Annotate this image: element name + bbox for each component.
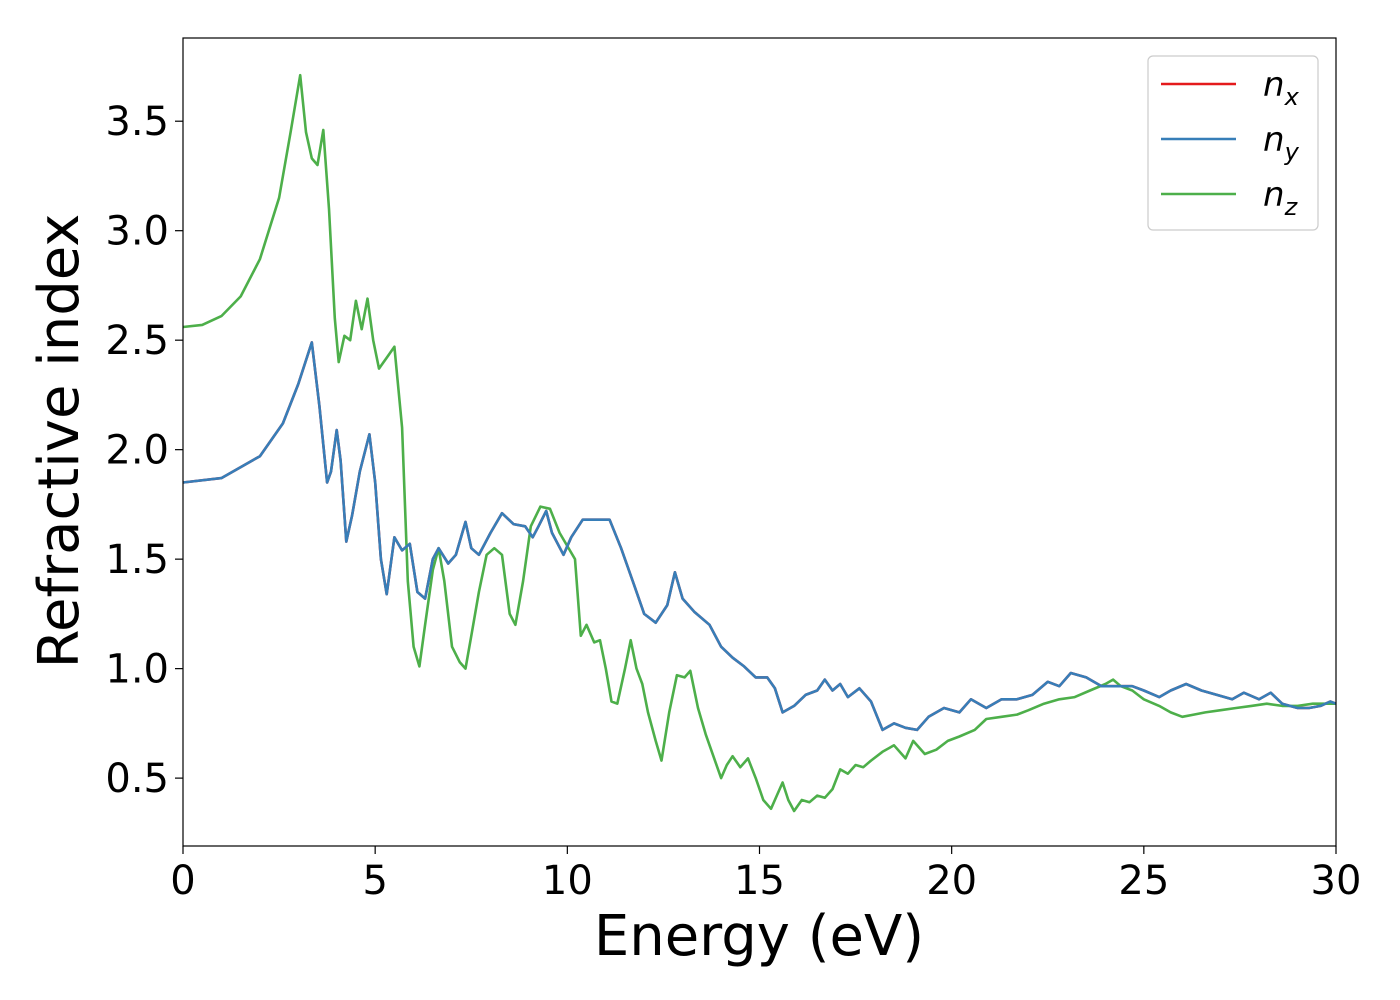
y-tick-label: 1.5: [105, 537, 169, 583]
x-axis-ticks: 0 5 10 15 20 25 30: [170, 846, 1361, 904]
y-tick-label: 2.0: [105, 428, 169, 474]
y-axis-ticks: 0.5 1.0 1.5 2.0 2.5 3.0 3.5: [105, 99, 183, 802]
legend: nx ny nz: [1147, 55, 1319, 231]
x-axis-label: Energy (eV): [594, 904, 924, 969]
y-tick-label: 3.5: [105, 99, 169, 145]
plot-frame: [182, 37, 1337, 847]
x-tick-label: 0: [170, 858, 195, 904]
y-tick-label: 3.0: [105, 209, 169, 255]
y-tick-label: 0.5: [105, 756, 169, 802]
legend-label-ny: ny: [1263, 120, 1300, 166]
series-line-nx: [182, 341, 1337, 732]
series-line-nz: [182, 73, 1336, 813]
legend-label-nx: nx: [1263, 65, 1300, 111]
x-tick-label: 25: [1118, 858, 1169, 904]
legend-label-nz: nz: [1263, 175, 1299, 221]
y-tick-label: 1.0: [105, 647, 169, 693]
x-tick-label: 20: [926, 858, 977, 904]
y-axis-label: Refractive index: [27, 214, 92, 669]
y-tick-label: 2.5: [105, 318, 169, 364]
series-line-ny: [182, 341, 1337, 732]
legend-box: [1147, 55, 1319, 231]
series-lines: [182, 73, 1337, 813]
x-tick-label: 15: [734, 858, 785, 904]
x-tick-label: 10: [542, 858, 593, 904]
x-tick-label: 30: [1311, 858, 1362, 904]
x-tick-label: 5: [362, 858, 387, 904]
